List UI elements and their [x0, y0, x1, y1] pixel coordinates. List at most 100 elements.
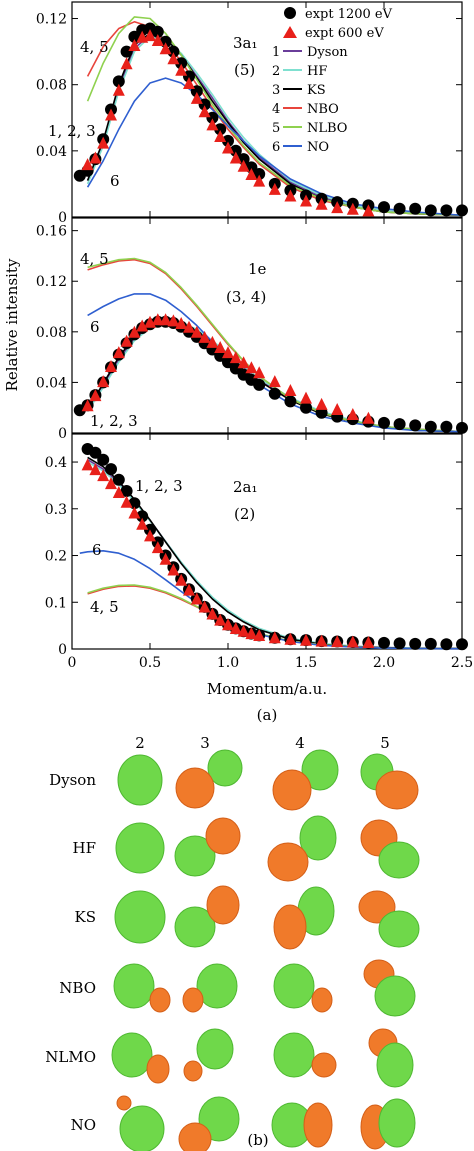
- orbital-lobe-dyson-3-1: [175, 767, 215, 809]
- point-expt1200-0-31: [378, 201, 390, 214]
- point-expt600-1-1: [89, 389, 102, 402]
- caption-b: (b): [247, 1131, 268, 1149]
- x-tick-label-2: 1.0: [217, 655, 239, 671]
- point-expt600-2-14: [190, 592, 203, 605]
- annotation-3a1-6: 6: [110, 172, 120, 190]
- point-expt1200-0-13: [175, 57, 188, 70]
- point-expt1200-0-23: [253, 168, 266, 180]
- legend-key-ks: 3: [272, 83, 280, 98]
- point-expt600-2-17: [214, 613, 227, 626]
- orbital-lobe-no-2-1: [116, 1095, 132, 1111]
- point-expt1200-1-34: [424, 420, 437, 433]
- series-line-1-nbo: [87, 258, 463, 433]
- point-expt1200-2-32: [409, 637, 422, 650]
- orbital-lobe-no-2-0: [119, 1105, 165, 1151]
- point-expt600-1-9: [151, 313, 164, 326]
- legend-label-ks: KS: [307, 83, 326, 98]
- orbital-lobe-nlmo-5-1: [376, 1042, 414, 1088]
- orbital-column-label-2: 2: [135, 734, 145, 752]
- point-expt600-1-22: [253, 366, 266, 379]
- point-expt600-2-2: [97, 469, 110, 482]
- point-expt600-1-17: [214, 341, 227, 353]
- point-expt600-0-15: [198, 105, 211, 118]
- panel-title-2a1: 2a₁: [233, 478, 258, 496]
- point-expt600-0-5: [120, 57, 133, 70]
- point-expt1200-0-7: [128, 30, 141, 43]
- point-expt600-0-12: [175, 63, 188, 76]
- point-expt600-0-17: [214, 130, 227, 142]
- point-expt600-2-21: [245, 627, 258, 640]
- panel-subtitle-2a1: (2): [234, 505, 255, 523]
- point-expt1200-2-31: [393, 637, 406, 650]
- orbital-lobe-nbo-2-1: [149, 987, 171, 1013]
- orbital-row-label-ks: KS: [75, 908, 96, 926]
- legend-marker-expt600: [283, 26, 297, 38]
- point-expt600-0-21: [245, 168, 258, 180]
- legend: expt 1200 eV expt 600 eV 1 Dyson 2 HF 3 …: [272, 7, 393, 155]
- panel-title-1e: 1e: [248, 260, 267, 278]
- orbital-lobe-ks-5-1: [378, 910, 420, 948]
- point-expt1200-0-16: [198, 98, 211, 111]
- point-expt600-2-27: [331, 635, 344, 648]
- point-expt600-0-2: [97, 136, 110, 149]
- point-expt600-0-8: [144, 29, 156, 42]
- series-line-1-no: [87, 293, 463, 433]
- point-expt600-2-16: [206, 607, 219, 620]
- point-expt600-0-14: [190, 91, 203, 104]
- point-expt1200-1-36: [456, 421, 468, 434]
- orbital-lobe-nlmo-2-1: [146, 1054, 170, 1084]
- orbital-row-label-nbo: NBO: [59, 979, 96, 997]
- y-tick-label-0-0: 0: [58, 210, 67, 226]
- point-expt600-1-27: [331, 403, 344, 415]
- y-tick-label-2-3: 0.3: [45, 502, 67, 518]
- point-expt600-1-15: [198, 330, 211, 343]
- point-expt600-2-11: [167, 563, 180, 576]
- point-expt600-1-25: [300, 391, 312, 404]
- point-expt600-0-10: [159, 42, 172, 55]
- panel-frame-2a1: [71, 433, 463, 650]
- point-expt600-1-2: [97, 375, 110, 388]
- legend-key-dyson: 1: [272, 45, 280, 60]
- panel-frame-1e: [71, 217, 463, 434]
- orbital-lobe-nbo-2-0: [113, 963, 155, 1009]
- point-expt1200-0-36: [456, 204, 468, 217]
- y-tick-label-1-1: 0.04: [36, 375, 67, 391]
- point-expt1200-2-34: [440, 638, 453, 651]
- point-expt600-1-14: [190, 325, 203, 338]
- orbital-lobe-dyson-2-0: [117, 754, 163, 806]
- point-expt600-2-1: [89, 463, 102, 476]
- point-expt1200-0-10: [151, 25, 164, 38]
- point-expt1200-0-19: [222, 134, 234, 147]
- point-expt600-2-29: [362, 636, 375, 648]
- orbital-column-label-5: 5: [380, 734, 390, 752]
- point-expt1200-0-14: [183, 70, 195, 83]
- point-expt600-1-12: [175, 317, 188, 329]
- point-expt1200-2-30: [378, 636, 390, 649]
- orbital-lobe-nlmo-3-0: [196, 1028, 234, 1070]
- point-expt600-1-19: [229, 351, 242, 364]
- point-expt600-2-7: [136, 517, 149, 530]
- point-expt600-0-19: [229, 151, 242, 164]
- point-expt1200-0-12: [167, 45, 180, 58]
- point-expt600-2-3: [105, 477, 117, 490]
- x-tick-label-4: 2.0: [373, 655, 395, 671]
- orbital-lobe-nlmo-4-0: [273, 1032, 315, 1078]
- point-expt1200-1-26: [300, 401, 312, 414]
- point-expt1200-1-25: [284, 395, 297, 408]
- legend-label-expt1200: expt 1200 eV: [305, 7, 393, 22]
- point-expt600-0-26: [315, 197, 328, 210]
- point-expt600-1-4: [112, 346, 125, 359]
- point-expt600-2-25: [300, 633, 312, 646]
- y-tick-label-2-0: 0: [58, 642, 67, 658]
- point-expt600-1-26: [315, 397, 328, 410]
- point-expt600-0-13: [183, 77, 195, 89]
- legend-key-hf: 2: [272, 64, 280, 79]
- point-expt600-1-5: [120, 334, 133, 347]
- orbital-lobe-dyson-4-0: [301, 749, 339, 791]
- point-expt1200-2-5: [120, 485, 133, 497]
- point-expt1200-2-33: [424, 637, 437, 650]
- legend-label-hf: HF: [307, 64, 327, 79]
- y-tick-label-2-4: 0.4: [45, 455, 67, 471]
- x-tick-label-5: 2.5: [451, 655, 473, 671]
- point-expt600-1-11: [167, 314, 180, 327]
